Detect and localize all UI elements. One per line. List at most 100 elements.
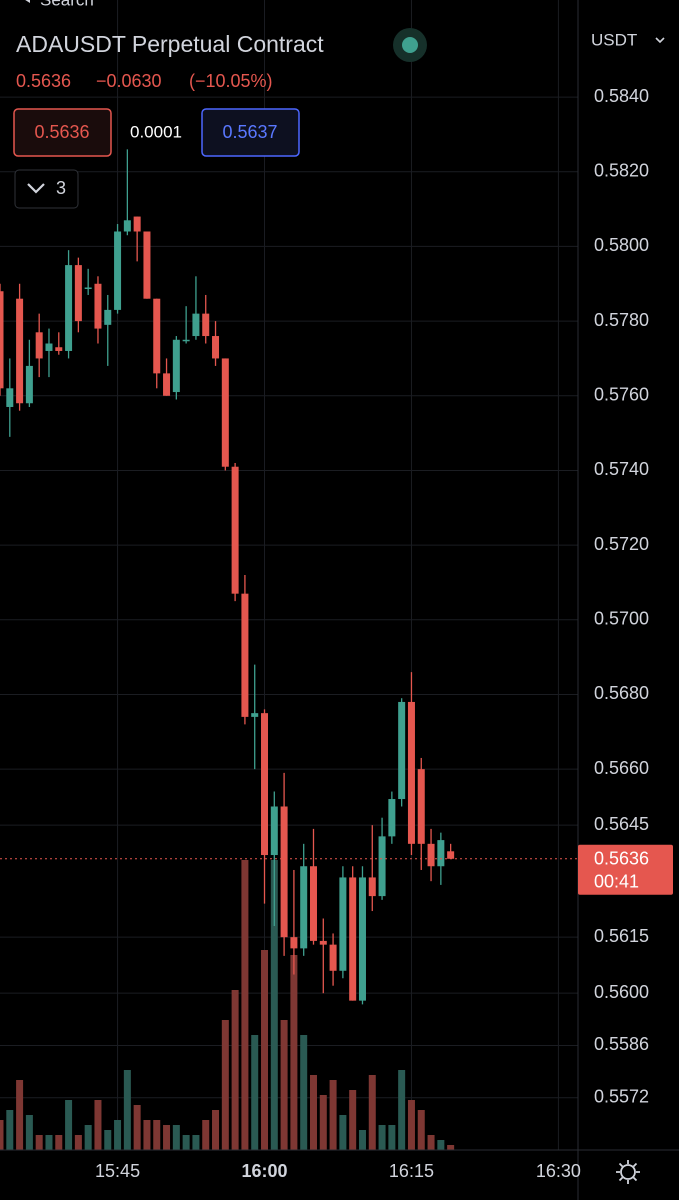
- volume-bar: [427, 1135, 435, 1150]
- candle-body: [172, 339, 180, 393]
- candle-body: [300, 866, 308, 949]
- x-tick-label: 15:45: [95, 1161, 140, 1181]
- candle-body: [349, 877, 357, 1001]
- countdown-label: 00:41: [594, 872, 639, 892]
- indicators-count[interactable]: 3: [56, 178, 66, 198]
- candle-body: [16, 298, 24, 404]
- settings-icon[interactable]: [616, 1160, 640, 1184]
- volume-bar: [251, 1035, 259, 1150]
- change-pct: (−10.05%): [189, 71, 273, 91]
- last-price-label: 0.5636: [594, 849, 649, 869]
- last-price-tag: [578, 844, 673, 895]
- candle-body: [329, 944, 337, 971]
- candle-body: [45, 343, 53, 351]
- volume-bar: [94, 1100, 102, 1150]
- y-tick-label: 0.5572: [594, 1086, 649, 1106]
- status-dot: [402, 37, 418, 53]
- volume-bar: [212, 1110, 220, 1150]
- candle-body: [163, 373, 171, 396]
- x-tick-label: 16:00: [241, 1161, 287, 1181]
- volume-bar: [192, 1135, 200, 1150]
- plot: [0, 149, 578, 1150]
- y-tick-label: 0.5820: [594, 161, 649, 181]
- bid[interactable]: 0.5636: [34, 122, 89, 142]
- candle-body: [133, 216, 141, 232]
- back-label[interactable]: Search: [40, 0, 94, 9]
- volume-bar: [0, 1120, 4, 1150]
- volume-bar: [25, 1115, 33, 1150]
- volume-bar: [368, 1075, 376, 1150]
- y-tick-label: 0.5840: [594, 86, 649, 106]
- volume-bar: [447, 1145, 455, 1150]
- volume-bar: [35, 1135, 43, 1150]
- y-tick-label: 0.5680: [594, 683, 649, 703]
- candle-body: [153, 298, 161, 374]
- ask[interactable]: 0.5637: [222, 122, 277, 142]
- candle-body: [407, 701, 415, 844]
- y-tick-label: 0.5800: [594, 235, 649, 255]
- volume-bar: [55, 1135, 63, 1150]
- volume-bar: [84, 1125, 92, 1150]
- y-tick-label: 0.5600: [594, 982, 649, 1002]
- buy-button[interactable]: [201, 108, 300, 157]
- candle-body: [251, 713, 259, 717]
- candle-body: [447, 851, 455, 859]
- candle-body: [65, 265, 73, 351]
- volume-bar: [270, 860, 278, 1150]
- chevron: [27, 183, 45, 194]
- volume-bar: [417, 1110, 425, 1150]
- candle-body: [309, 866, 317, 941]
- candle-body: [104, 309, 112, 325]
- volume-bar: [45, 1135, 53, 1150]
- candle-body: [280, 806, 288, 938]
- candle-body: [358, 877, 366, 1001]
- y-tick-label: 0.5615: [594, 926, 649, 946]
- sell-button[interactable]: [13, 108, 112, 157]
- volume-bar: [309, 1075, 317, 1150]
- y-tick-label: 0.5780: [594, 310, 649, 330]
- candle-body: [143, 231, 151, 299]
- gear: [620, 1164, 636, 1180]
- change: −0.0630: [96, 71, 162, 91]
- indicators-toggle[interactable]: [14, 169, 79, 209]
- candle-body: [35, 332, 43, 359]
- candle-body: [290, 937, 298, 949]
- candle-body: [84, 287, 92, 289]
- currency-chevron: [655, 37, 665, 44]
- volume-bar: [280, 1020, 288, 1150]
- candle-body: [192, 313, 200, 337]
- volume-bar: [319, 1095, 327, 1150]
- candle-body: [378, 836, 386, 897]
- candle-body: [241, 593, 249, 717]
- y-tick-label: 0.5720: [594, 534, 649, 554]
- candle-body: [55, 347, 63, 351]
- volume-bar: [182, 1135, 190, 1150]
- volume-bar: [6, 1110, 14, 1150]
- volume-bar: [339, 1115, 347, 1150]
- volume-bar: [163, 1125, 171, 1150]
- volume-bar: [388, 1125, 396, 1150]
- candle-body: [261, 713, 269, 856]
- axes: 0.5840 0.5820 0.5800 0.5780 0.5760 0.5740 0.57…: [95, 86, 673, 1181]
- volume-bar: [202, 1120, 210, 1150]
- candle-body: [368, 877, 376, 897]
- y-tick-label: 0.5586: [594, 1034, 649, 1054]
- volume-bar: [261, 950, 269, 1150]
- candle-body: [123, 220, 131, 232]
- back-arrow[interactable]: [22, 0, 30, 3]
- volume-bar: [290, 955, 298, 1150]
- candle-body: [212, 336, 220, 359]
- y-tick-label: 0.5760: [594, 385, 649, 405]
- candle-body: [231, 466, 239, 594]
- candle-body: [221, 358, 229, 467]
- volume-bar: [241, 860, 249, 1150]
- candle-body: [6, 388, 14, 407]
- candle-body: [94, 283, 102, 329]
- candle-body: [270, 806, 278, 856]
- y-tick-label: 0.5740: [594, 459, 649, 479]
- currency[interactable]: USDT: [591, 30, 637, 49]
- candle-body: [339, 877, 347, 971]
- symbol-title: ADAUSDT Perpetual Contract: [16, 31, 324, 57]
- volume-bar: [153, 1120, 161, 1150]
